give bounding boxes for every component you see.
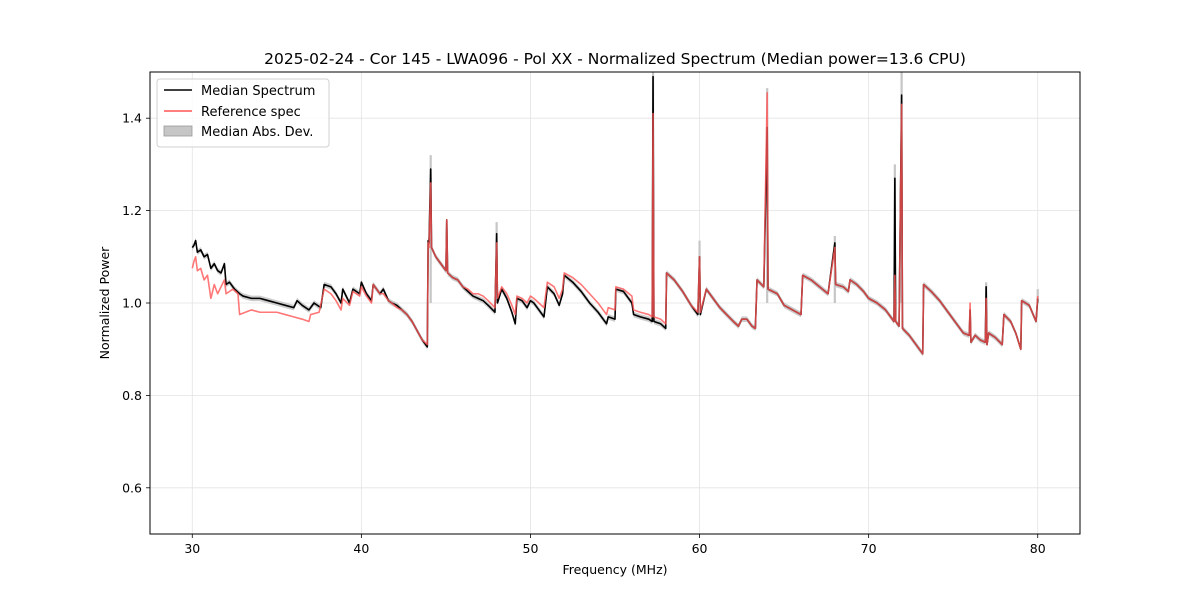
x-tick-label: 70 [861, 541, 877, 556]
chart-title: 2025-02-24 - Cor 145 - LWA096 - Pol XX -… [264, 50, 966, 68]
y-tick-label: 1.0 [122, 296, 142, 311]
x-tick-label: 40 [353, 541, 369, 556]
legend-box [156, 78, 330, 148]
legend-median-label: Median Spectrum [201, 84, 315, 99]
legend: Median Spectrum Reference spec Median Ab… [156, 78, 330, 148]
y-axis-label: Normalized Power [97, 246, 112, 360]
plot-area [191, 72, 1039, 357]
y-tick-label: 0.8 [122, 388, 142, 403]
x-axis-label: Frequency (MHz) [562, 562, 667, 577]
x-tick-label: 80 [1030, 541, 1046, 556]
legend-mad-label: Median Abs. Dev. [201, 125, 313, 140]
y-tick-label: 1.4 [122, 111, 142, 126]
axis-ticks: 30 40 50 60 70 80 0.6 0.8 1.0 1.2 1.4 [122, 111, 1046, 556]
legend-reference-label: Reference spec [201, 105, 301, 120]
x-tick-label: 30 [184, 541, 200, 556]
reference-spectrum-line [191, 91, 1039, 355]
y-tick-label: 1.2 [122, 203, 142, 218]
y-tick-label: 0.6 [122, 480, 142, 495]
x-tick-label: 60 [692, 541, 708, 556]
legend-mad-swatch [163, 125, 193, 137]
x-tick-label: 50 [523, 541, 539, 556]
